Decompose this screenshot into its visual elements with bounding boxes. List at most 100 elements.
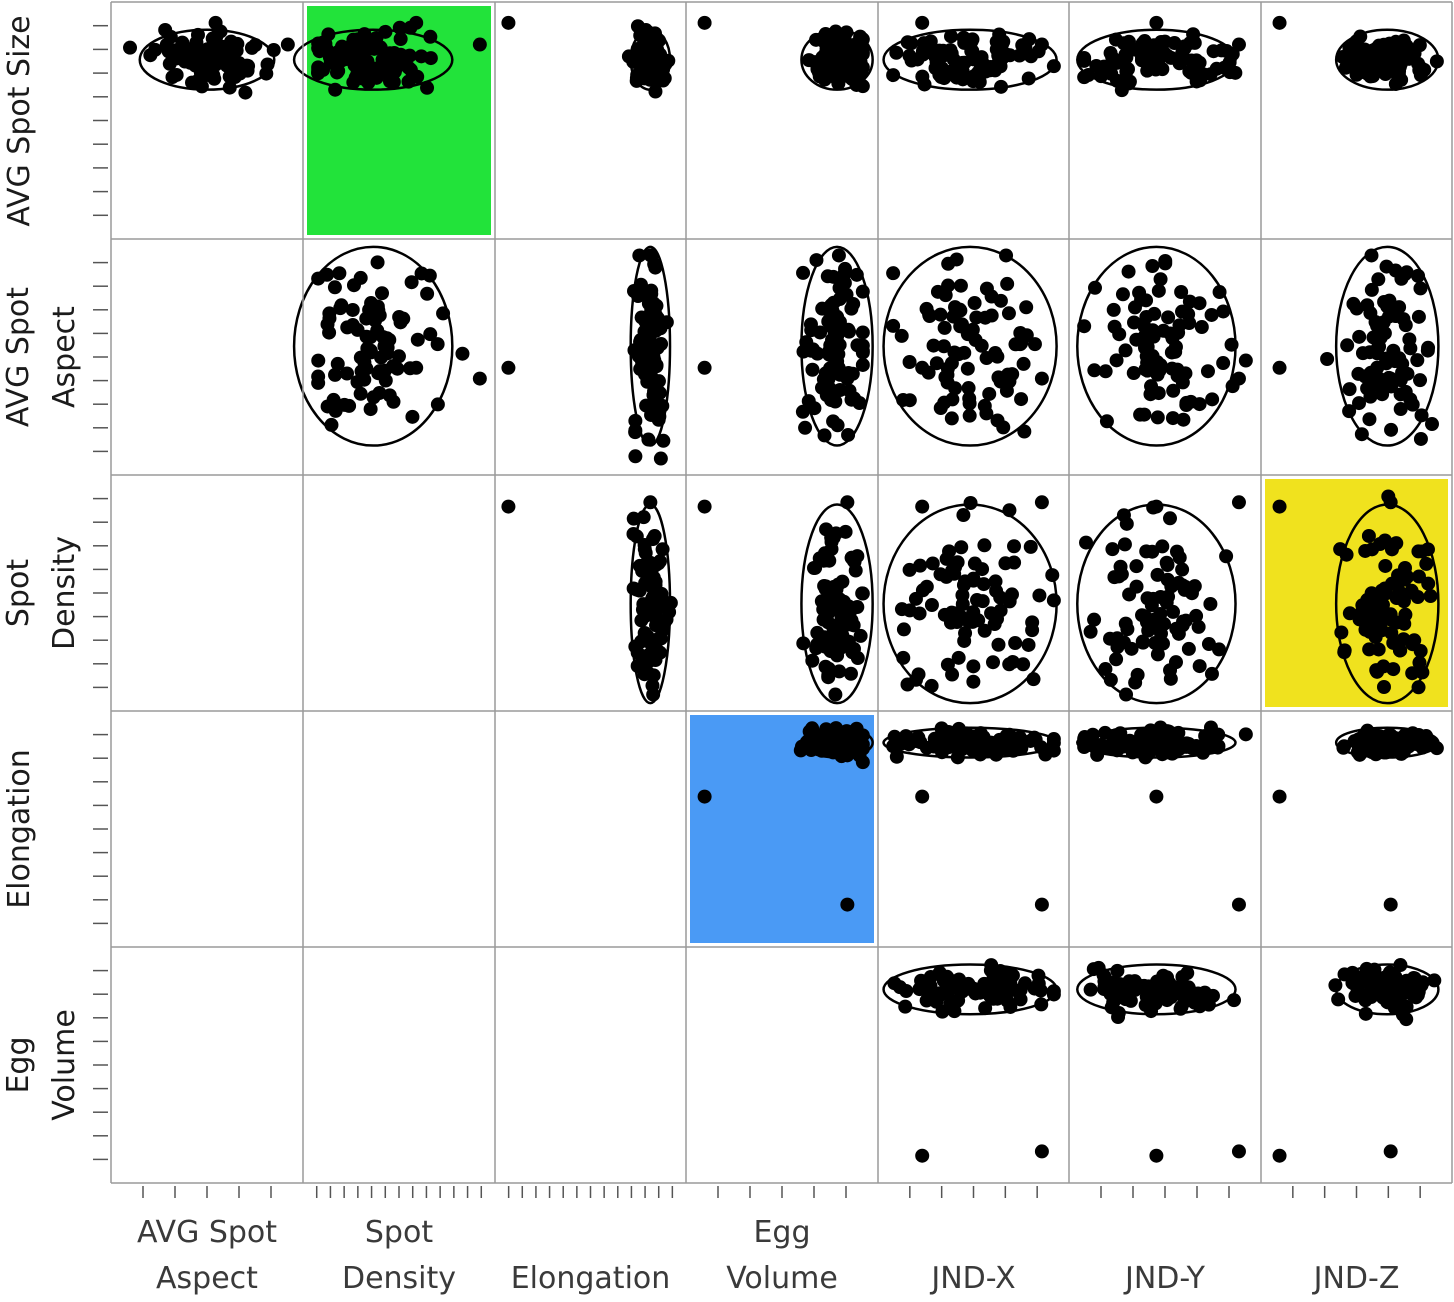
data-point xyxy=(828,687,843,702)
data-point xyxy=(387,46,402,61)
data-point xyxy=(331,63,346,78)
data-point xyxy=(889,45,904,60)
data-point xyxy=(393,32,408,47)
data-point xyxy=(837,275,852,290)
row-label: AVG Spot Aspect xyxy=(1,286,82,428)
outlier-point xyxy=(1272,499,1287,514)
data-point xyxy=(1175,562,1190,577)
data-point xyxy=(353,270,368,285)
data-point xyxy=(347,57,362,72)
data-point xyxy=(340,366,355,381)
data-point xyxy=(404,275,419,290)
data-point xyxy=(1378,558,1393,573)
data-point xyxy=(1399,974,1414,989)
data-point xyxy=(1206,44,1221,59)
outlier-point xyxy=(208,15,223,30)
data-point xyxy=(1385,989,1400,1004)
data-point xyxy=(928,49,943,64)
data-point xyxy=(953,319,968,334)
data-point xyxy=(185,46,200,61)
cell-1-3 xyxy=(697,245,874,447)
data-point xyxy=(949,252,964,267)
data-point xyxy=(1097,980,1112,995)
data-point xyxy=(1169,621,1184,636)
cell-0-2 xyxy=(501,15,676,99)
data-point xyxy=(824,530,839,545)
data-point xyxy=(651,556,666,571)
data-point xyxy=(1145,349,1160,364)
data-point xyxy=(229,36,244,51)
data-point xyxy=(393,315,408,330)
data-point xyxy=(852,395,867,410)
data-point xyxy=(1396,632,1411,647)
data-point xyxy=(809,641,824,656)
data-point xyxy=(894,328,909,343)
data-point xyxy=(1103,46,1118,61)
data-point xyxy=(646,668,661,683)
data-point xyxy=(826,644,841,659)
data-point xyxy=(933,307,948,322)
data-point xyxy=(377,363,392,378)
data-point xyxy=(986,991,1001,1006)
data-point xyxy=(1155,636,1170,651)
data-point xyxy=(327,280,342,295)
data-point xyxy=(1364,282,1379,297)
data-point xyxy=(376,58,391,73)
data-point xyxy=(1346,296,1361,311)
data-point xyxy=(831,248,846,263)
data-point xyxy=(827,346,842,361)
data-point xyxy=(382,68,397,83)
data-point xyxy=(1398,607,1413,622)
data-point xyxy=(961,381,976,396)
data-point xyxy=(1200,364,1215,379)
data-point xyxy=(208,46,223,61)
data-point xyxy=(1363,375,1378,390)
outlier-point xyxy=(643,371,658,386)
outlier-point xyxy=(915,789,930,804)
cell-2-4 xyxy=(882,495,1061,705)
data-point xyxy=(1203,597,1218,612)
data-point xyxy=(936,339,951,354)
data-point xyxy=(902,354,917,369)
data-point xyxy=(1384,542,1399,557)
data-point xyxy=(641,296,656,311)
data-point xyxy=(1365,542,1380,557)
data-point xyxy=(1145,258,1160,273)
data-point xyxy=(1098,364,1113,379)
outlier-point xyxy=(1272,15,1287,30)
data-point xyxy=(1180,966,1195,981)
data-point xyxy=(372,308,387,323)
data-point xyxy=(1155,978,1170,993)
data-point xyxy=(311,375,326,390)
x-ticks xyxy=(142,1186,1421,1198)
data-point xyxy=(832,664,847,679)
data-point xyxy=(401,60,416,75)
data-point xyxy=(363,330,378,345)
data-point xyxy=(923,969,938,984)
data-point xyxy=(830,737,845,752)
data-point xyxy=(941,975,956,990)
data-point xyxy=(391,349,406,364)
outlier-point xyxy=(840,897,855,912)
data-point xyxy=(266,42,281,57)
data-point xyxy=(937,320,952,335)
density-ellipse xyxy=(1334,726,1440,759)
data-point xyxy=(1176,412,1191,427)
data-point xyxy=(1109,652,1124,667)
data-point xyxy=(1362,608,1377,623)
data-point xyxy=(1166,383,1181,398)
row-label: Egg Volume xyxy=(1,1009,82,1121)
data-point xyxy=(911,667,926,682)
data-point xyxy=(207,71,222,86)
y-ticks xyxy=(93,24,108,1161)
data-point xyxy=(632,346,647,361)
outlier-point xyxy=(1149,15,1164,30)
data-point xyxy=(939,569,954,584)
data-point xyxy=(798,420,813,435)
density-ellipse xyxy=(882,28,1058,91)
data-point xyxy=(1163,663,1178,678)
data-point xyxy=(943,615,958,630)
data-point xyxy=(1129,332,1144,347)
data-point xyxy=(954,540,969,555)
data-point xyxy=(819,610,834,625)
